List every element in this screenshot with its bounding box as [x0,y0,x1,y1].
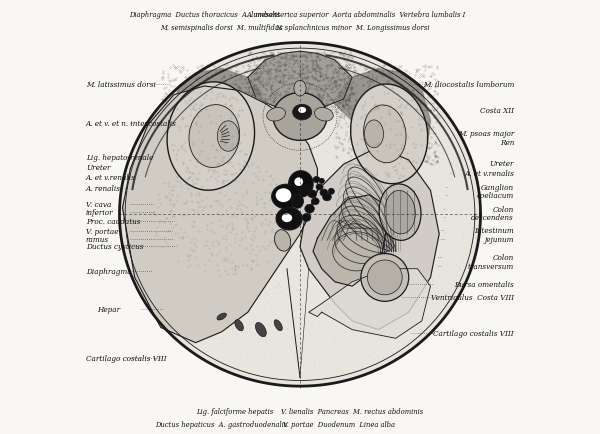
Polygon shape [248,52,352,113]
Text: A. et v. et n. intercostalis: A. et v. et n. intercostalis [86,120,177,128]
Text: A. renalis: A. renalis [86,184,121,192]
Polygon shape [335,69,431,165]
Ellipse shape [235,320,244,331]
Ellipse shape [319,179,325,184]
Ellipse shape [308,191,317,198]
Ellipse shape [275,230,290,252]
Ellipse shape [328,189,334,195]
Ellipse shape [272,185,301,209]
Text: Cartilago costalis VIII: Cartilago costalis VIII [433,329,514,337]
Text: A. mesenterica superior  Aorta abdominalis  Vertebra lumbalis I: A. mesenterica superior Aorta abdominali… [247,11,466,19]
Polygon shape [122,87,317,343]
Ellipse shape [350,85,428,184]
Ellipse shape [276,208,302,230]
Ellipse shape [320,190,328,197]
Ellipse shape [361,254,409,302]
Polygon shape [170,69,265,165]
Text: Hepar: Hepar [97,305,120,313]
Ellipse shape [314,108,334,122]
Ellipse shape [298,108,306,114]
Ellipse shape [293,105,312,121]
Text: M. iliocostalis lumborum: M. iliocostalis lumborum [422,81,514,89]
Text: A. et v.renalis: A. et v.renalis [86,174,136,182]
Ellipse shape [313,177,320,183]
Ellipse shape [305,205,314,214]
Ellipse shape [385,191,415,234]
Ellipse shape [323,194,331,201]
Text: Intestinum: Intestinum [474,227,514,235]
Text: Lig. hepato-renale: Lig. hepato-renale [86,154,154,161]
Text: Ductus hepaticus  A. gastroduodenalis: Ductus hepaticus A. gastroduodenalis [155,420,288,427]
Ellipse shape [189,105,239,168]
Ellipse shape [292,195,304,209]
Ellipse shape [295,178,303,187]
Text: jejunum: jejunum [485,235,514,243]
Text: Colon: Colon [493,254,514,262]
Text: Ureter: Ureter [86,164,110,171]
Polygon shape [309,269,431,339]
Ellipse shape [266,108,286,122]
Text: M. latissimus dorsi: M. latissimus dorsi [86,81,156,89]
Ellipse shape [294,81,306,97]
Text: V. cava: V. cava [86,201,112,209]
Ellipse shape [282,214,292,223]
Text: Bursa omentalis: Bursa omentalis [454,280,514,288]
Polygon shape [313,195,387,286]
Text: Colon: Colon [493,205,514,213]
Ellipse shape [300,186,310,194]
Text: Lig. falciforme hepatis: Lig. falciforme hepatis [196,407,274,415]
Text: V. lienalis  Pancreas  M. rectus abdominis: V. lienalis Pancreas M. rectus abdominis [281,407,424,415]
Ellipse shape [379,184,421,241]
Ellipse shape [273,93,327,141]
Text: Cartilago costalis VIII: Cartilago costalis VIII [86,354,167,362]
Text: A. et v.renalis: A. et v.renalis [464,170,514,178]
Text: M. semispinalis dorsi  M. multifidus: M. semispinalis dorsi M. multifidus [160,24,283,32]
Ellipse shape [302,214,311,222]
Text: Costa XII: Costa XII [480,107,514,115]
Text: N. splanchnicus minor  M. Longissimus dorsi: N. splanchnicus minor M. Longissimus dor… [275,24,430,32]
Text: V. portae: V. portae [86,228,118,236]
Ellipse shape [367,260,402,295]
Ellipse shape [364,106,406,163]
Text: Diaphragma: Diaphragma [86,267,131,275]
Text: Proc. caudatus: Proc. caudatus [86,217,140,225]
Ellipse shape [364,121,383,148]
Polygon shape [119,43,481,386]
Text: Ductus cysticus: Ductus cysticus [86,243,143,250]
Ellipse shape [289,171,313,197]
Text: Ganglion: Ganglion [481,184,514,191]
Text: Diaphragma  Ductus thoracicus  A. lumbalis: Diaphragma Ductus thoracicus A. lumbalis [129,11,280,19]
Ellipse shape [217,313,226,320]
Text: descendens: descendens [471,214,514,221]
Text: inferior: inferior [86,209,113,217]
Ellipse shape [311,198,319,205]
Ellipse shape [316,184,323,191]
Text: coeliacum: coeliacum [477,192,514,200]
Text: V. portae  Duodenum  Linea alba: V. portae Duodenum Linea alba [283,420,395,427]
Text: ramus: ramus [86,235,109,243]
Ellipse shape [274,320,282,331]
Text: Ren: Ren [500,138,514,146]
Text: Ventriculus  Costa VIII: Ventriculus Costa VIII [431,293,514,301]
Ellipse shape [256,323,266,337]
Ellipse shape [217,122,239,152]
Text: Ureter: Ureter [490,159,514,167]
Text: M. psoas major: M. psoas major [458,130,514,138]
Text: transversum: transversum [468,262,514,270]
Polygon shape [300,148,439,330]
Ellipse shape [275,189,292,203]
Ellipse shape [167,82,254,191]
